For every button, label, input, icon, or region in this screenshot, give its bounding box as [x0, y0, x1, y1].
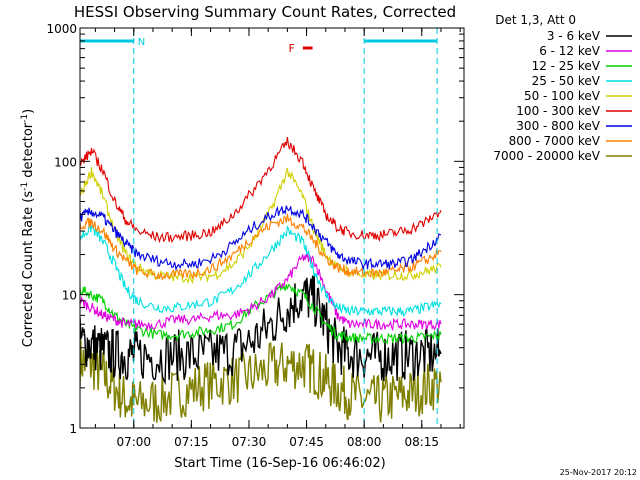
y-axis-label-sup2: -1 [20, 114, 30, 123]
y-axis-ticks: 1 10 100 1000 [46, 22, 464, 436]
series-line-0 [80, 274, 442, 386]
plot-frame [79, 27, 465, 429]
series-line-1 [80, 252, 442, 332]
legend-label-7: 800 - 7000 keV [509, 134, 601, 148]
y-tick-label-3: 1000 [46, 22, 77, 36]
legend-label-2: 12 - 25 keV [532, 59, 601, 73]
x-tick-label-3: 07:45 [289, 435, 324, 449]
series-line-8 [80, 338, 442, 423]
x-tick-label-4: 08:00 [347, 435, 382, 449]
flare-label: F [289, 42, 295, 55]
series-line-4 [80, 166, 442, 285]
y-axis-label-sup1: -1 [20, 182, 30, 191]
night-label: N [138, 37, 145, 48]
legend-title: Det 1,3, Att 0 [495, 13, 576, 27]
legend-label-1: 6 - 12 keV [539, 44, 601, 58]
x-tick-label-2: 07:30 [232, 435, 267, 449]
y-tick-label-2: 100 [54, 155, 77, 169]
chart-title: HESSI Observing Summary Count Rates, Cor… [74, 3, 456, 21]
y-axis-label: Corrected Count Rate (s-1 detector-1) [20, 109, 36, 347]
x-tick-label-1: 07:15 [174, 435, 209, 449]
series-line-3 [80, 222, 442, 317]
legend-label-0: 3 - 6 keV [547, 29, 601, 43]
y-axis-label-end: ) [21, 109, 36, 114]
y-axis-label-mid: detector [21, 122, 36, 182]
legend-label-3: 25 - 50 keV [532, 74, 601, 88]
legend-label-4: 50 - 100 keV [524, 89, 601, 103]
legend-label-5: 100 - 300 keV [516, 104, 600, 118]
timestamp: 25-Nov-2017 20:12 [560, 468, 637, 477]
x-tick-label-0: 07:00 [116, 435, 151, 449]
x-axis-label: Start Time (16-Sep-16 06:46:02) [174, 456, 385, 471]
x-axis-ticks: 07:00 07:15 07:30 07:45 08:00 08:15 [94, 28, 461, 449]
plot-area [80, 137, 442, 423]
legend-label-6: 300 - 800 keV [516, 119, 600, 133]
legend-label-8: 7000 - 20000 keV [493, 149, 600, 163]
y-axis-label-main: Corrected Count Rate (s [21, 191, 36, 348]
y-tick-label-0: 1 [69, 422, 77, 436]
series-line-7 [80, 213, 442, 281]
y-tick-label-1: 10 [62, 289, 77, 303]
series-line-6 [80, 205, 442, 271]
series-line-5 [80, 137, 442, 244]
x-tick-label-5: 08:15 [404, 435, 439, 449]
